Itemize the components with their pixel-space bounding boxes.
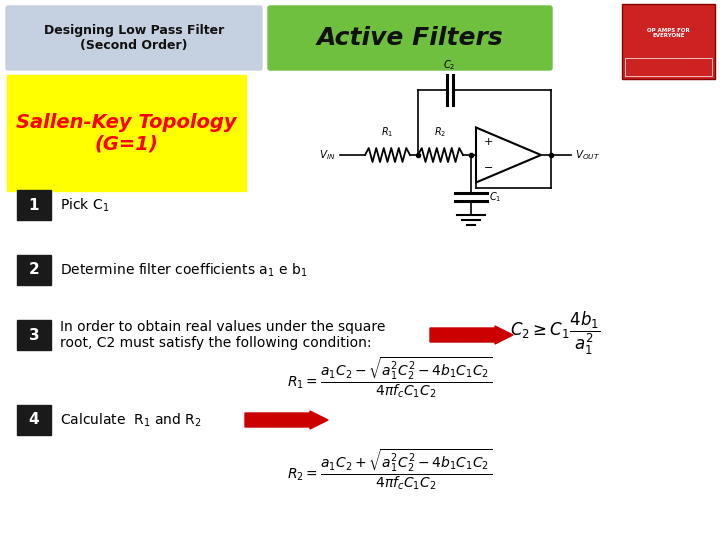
Text: Calculate  R$_1$ and R$_2$: Calculate R$_1$ and R$_2$ xyxy=(60,411,202,429)
Text: 3: 3 xyxy=(29,327,40,342)
Text: $R_1$: $R_1$ xyxy=(382,125,394,139)
Text: 4: 4 xyxy=(29,413,40,428)
Text: +: + xyxy=(484,137,493,147)
Text: $R_2 = \dfrac{a_1 C_2 + \sqrt{a_1^2 C_2^2 - 4b_1 C_1 C_2}}{4\pi f_c C_1 C_2}$: $R_2 = \dfrac{a_1 C_2 + \sqrt{a_1^2 C_2^… xyxy=(287,448,492,492)
Text: $C_1$: $C_1$ xyxy=(489,190,501,204)
Text: 1: 1 xyxy=(29,198,40,213)
Text: Determine filter coefficients a$_1$ e b$_1$: Determine filter coefficients a$_1$ e b$… xyxy=(60,261,307,279)
Text: $C_2$: $C_2$ xyxy=(444,58,456,72)
FancyBboxPatch shape xyxy=(17,320,51,350)
FancyBboxPatch shape xyxy=(17,255,51,285)
Text: $V_{IN}$: $V_{IN}$ xyxy=(318,148,335,162)
FancyBboxPatch shape xyxy=(17,190,51,220)
FancyBboxPatch shape xyxy=(625,58,712,76)
Text: $R_1 = \dfrac{a_1 C_2 - \sqrt{a_1^2 C_2^2 - 4b_1 C_1 C_2}}{4\pi f_c C_1 C_2}$: $R_1 = \dfrac{a_1 C_2 - \sqrt{a_1^2 C_2^… xyxy=(287,356,492,400)
Text: Pick C$_1$: Pick C$_1$ xyxy=(60,197,109,214)
FancyArrow shape xyxy=(430,326,513,344)
Text: $C_2 \geq C_1\dfrac{4b_1}{a_1^2}$: $C_2 \geq C_1\dfrac{4b_1}{a_1^2}$ xyxy=(510,309,600,356)
Text: −: − xyxy=(484,163,493,173)
FancyBboxPatch shape xyxy=(7,75,246,191)
FancyBboxPatch shape xyxy=(268,6,552,70)
Text: Designing Low Pass Filter
(Second Order): Designing Low Pass Filter (Second Order) xyxy=(44,24,224,52)
Text: In order to obtain real values under the square
root, C2 must satisfy the follow: In order to obtain real values under the… xyxy=(60,320,385,350)
FancyBboxPatch shape xyxy=(622,4,715,79)
Text: OP AMPS FOR
EVERYONE: OP AMPS FOR EVERYONE xyxy=(647,28,690,38)
Text: Sallen-Key Topology
(G=1): Sallen-Key Topology (G=1) xyxy=(16,112,237,153)
Text: $R_2$: $R_2$ xyxy=(434,125,446,139)
Text: $V_{OUT}$: $V_{OUT}$ xyxy=(575,148,600,162)
FancyArrow shape xyxy=(245,411,328,429)
Text: 2: 2 xyxy=(29,262,40,278)
FancyBboxPatch shape xyxy=(17,405,51,435)
FancyBboxPatch shape xyxy=(6,6,262,70)
Text: Active Filters: Active Filters xyxy=(317,26,503,50)
